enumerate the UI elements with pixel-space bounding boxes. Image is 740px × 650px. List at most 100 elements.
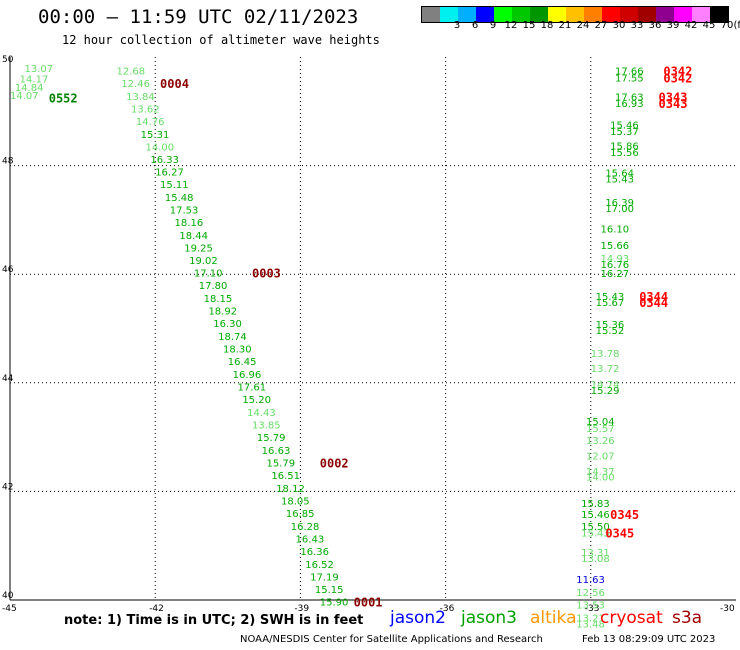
wave-height-point: 16.51 [271,471,300,482]
color-swatch [566,7,584,22]
color-swatch [512,7,530,22]
wave-height-point: 12.56 [576,588,605,599]
wave-height-point: 18.44 [179,231,208,242]
wave-height-point: 13.31 [581,548,610,559]
wave-height-point: 15.15 [315,585,344,596]
x-tick-label: -33 [585,604,600,614]
color-swatch [476,7,494,22]
wave-height-point: 15.56 [610,148,639,159]
color-scale-tick: 45 [702,20,716,31]
wave-height-point: 16.76 [600,260,629,271]
color-scale-tick: 9 [489,20,497,31]
wave-height-point: 15.37 [610,127,639,138]
wave-height-point: 15.46 [581,510,610,521]
color-swatch [422,7,440,22]
time-label: 0343 [659,97,688,111]
color-scale-tick: 15 [522,20,536,31]
wave-height-point: 16.27 [155,168,184,179]
color-swatch [620,7,638,22]
color-swatch [656,7,674,22]
color-swatch [494,7,512,22]
axes-layer: -45 -42 -39 -36 -33 -30 40 42 44 46 48 50 [2,55,736,614]
time-label: 0344 [639,296,668,310]
wave-height-point: 18.16 [175,218,204,229]
wave-height-point: 15.66 [600,241,629,252]
wave-height-point: 14.17 [20,75,49,86]
wave-height-point: 18.12 [276,484,305,495]
wave-height-point: 14.76 [136,117,165,128]
color-scale-tick: 30 [612,20,626,31]
wave-height-point: 17.63 [615,93,644,104]
satellite-cryosat: cryosat [600,608,663,628]
time-label: 0001 [354,596,383,610]
wave-height-point: 17.80 [199,281,228,292]
wave-height-point: 13.53 [576,600,605,611]
wave-height-point: 14.84 [15,83,44,94]
y-tick-label: 40 [2,591,14,601]
wave-height-point: 18.05 [281,497,310,508]
wave-height-point: 15.50 [581,522,610,533]
satellite-altika: altika [530,608,577,628]
wave-height-point: 13.84 [126,92,155,103]
wave-height-point: 19.02 [189,256,218,267]
wave-height-point: 17.53 [170,206,199,217]
wave-height-point: 13.26 [586,436,615,447]
color-scale-tick: 42 [684,20,698,31]
wave-height-point: 14.07 [10,91,39,102]
satellite-jason3: jason3 [461,608,517,628]
color-swatch [440,7,458,22]
time-label: 0342 [663,65,692,79]
wave-height-point: 15.79 [257,433,286,444]
wave-height-point: 13.62 [131,105,160,116]
grid-layer [10,57,736,600]
color-swatch [674,7,692,22]
wave-height-point: 17.00 [605,204,634,215]
color-swatch [530,7,548,22]
y-tick-label: 44 [2,374,14,384]
wave-height-point: 12.68 [116,67,145,78]
wave-height-point: 13.85 [252,421,281,432]
x-tick-label: -30 [720,604,735,614]
wave-height-point: 12.07 [586,452,615,463]
wave-height-point: 17.66 [615,67,644,78]
color-swatch [548,7,566,22]
wave-height-point: 14.00 [146,143,175,154]
chart-subtitle: 12 hour collection of altimeter wave hei… [62,33,380,47]
wave-height-point: 16.28 [291,522,320,533]
wave-height-point: 16.45 [228,357,257,368]
color-scale-tick: 33 [630,20,644,31]
wave-height-point: 17.19 [310,573,339,584]
wave-height-point: 15.31 [141,130,170,141]
time-label: 0345 [605,527,634,541]
color-scale-tick: 21 [558,20,572,31]
wave-height-point: 16.36 [300,547,329,558]
y-tick-label: 46 [2,265,14,275]
wave-height-point: 17.10 [194,269,223,280]
color-scale-tick: 39 [666,20,680,31]
wave-height-point: 16.85 [286,509,315,520]
wave-height-point: 13.08 [581,554,610,565]
time-label: 0552 [49,92,78,106]
color-swatch [638,7,656,22]
wave-height-point: 16.52 [305,560,334,571]
wave-height-point: 17.61 [237,383,266,394]
wave-height-point: 16.93 [615,99,644,110]
wave-height-point: 15.04 [586,417,615,428]
color-scale-tick: 18 [540,20,554,31]
x-tick-label: -36 [440,604,455,614]
wave-height-point: 16.43 [296,535,325,546]
y-tick-label: 48 [2,157,14,167]
wave-height-point: 16.27 [600,269,629,280]
wave-height-point: 19.25 [184,244,213,255]
time-label: 0003 [252,267,281,281]
x-tick-label: -39 [294,604,309,614]
wave-height-point: 15.64 [605,169,634,180]
color-scale-tick: 6 [471,20,479,31]
color-scale-bar [421,6,729,23]
wave-height-point: 15.79 [267,459,296,470]
time-label: 0342 [663,72,692,86]
wave-height-point: 17.55 [615,74,644,85]
wave-height-point: 13.48 [576,619,605,630]
color-scale-tick: 3 [453,20,461,31]
